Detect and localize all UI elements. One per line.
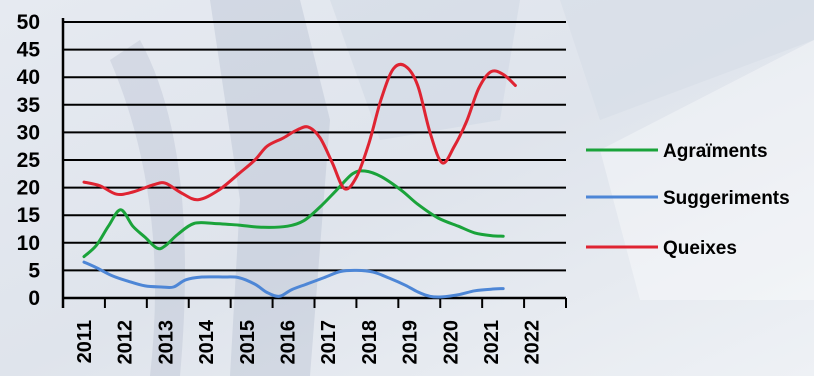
legend-label-queixes: Queixes <box>663 238 737 259</box>
y-tick-label: 50 <box>17 11 40 34</box>
y-tick-label: 25 <box>17 149 41 172</box>
x-tick-label: 2016 <box>278 320 300 365</box>
series-line-suggeriments <box>82 260 505 299</box>
x-tick-label: 2012 <box>115 320 137 365</box>
x-tick-label: 2022 <box>522 320 544 365</box>
y-tick-label: 40 <box>17 66 40 89</box>
x-tick-label: 2020 <box>440 320 462 365</box>
y-tick-label: 15 <box>17 204 41 227</box>
series-line-queixes <box>82 62 517 202</box>
y-tick-label: 20 <box>17 177 40 200</box>
y-tick-label: 0 <box>28 287 40 310</box>
x-tick-label: 2015 <box>237 320 259 365</box>
x-tick-label: 2017 <box>318 320 340 365</box>
series-line-agraiments <box>82 169 505 259</box>
x-tick-label: 2021 <box>481 320 503 365</box>
x-tick-label: 2013 <box>155 320 177 365</box>
x-tick-label: 2019 <box>400 320 422 365</box>
series-lines <box>82 62 517 299</box>
legend-label-suggeriments: Suggeriments <box>663 188 790 209</box>
y-tick-label: 5 <box>28 259 40 282</box>
y-tick-label: 10 <box>17 232 40 255</box>
x-tick-label: 2018 <box>359 320 381 365</box>
y-tick-label: 45 <box>17 39 41 62</box>
legend: Agraïments Suggeriments Queixes <box>586 141 790 259</box>
legend-label-agraiments: Agraïments <box>663 141 768 162</box>
x-tick-label: 2014 <box>196 319 218 364</box>
y-tick-label: 35 <box>17 94 41 117</box>
y-axis-ticks: 0 5 10 15 20 25 30 35 40 45 50 <box>17 11 41 310</box>
x-tick-label: 2011 <box>74 320 96 363</box>
x-axis-ticks: 2011 2012 2013 2014 2015 2016 2017 2018 2019 2020… <box>62 298 567 365</box>
y-tick-label: 30 <box>17 121 40 144</box>
